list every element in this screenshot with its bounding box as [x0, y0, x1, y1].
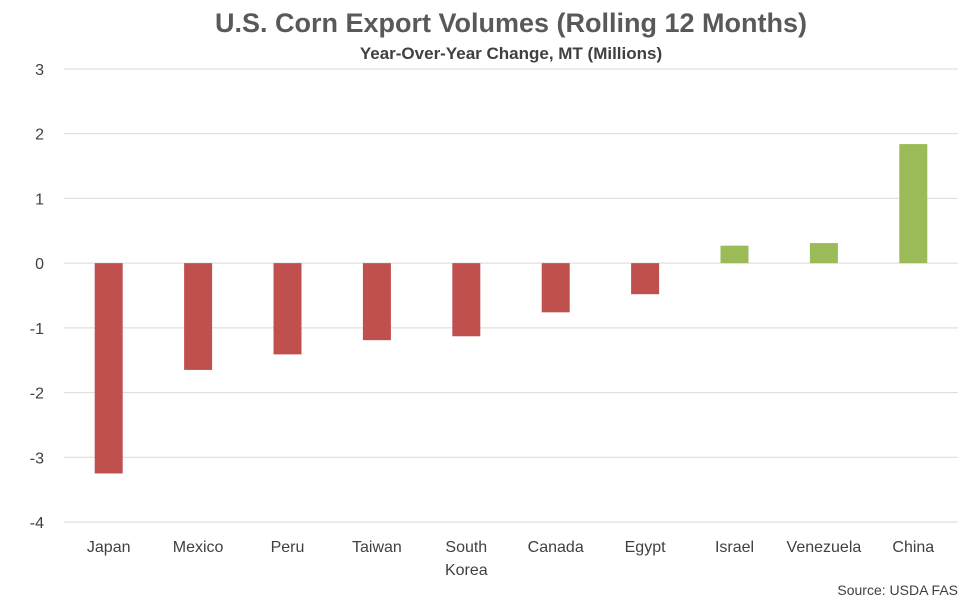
bar-israel: [720, 245, 749, 264]
x-category-label: China: [892, 539, 934, 556]
source-note: Source: USDA FAS: [837, 582, 958, 598]
y-tick-label: -1: [30, 321, 44, 338]
y-tick-label: 1: [35, 191, 44, 208]
chart-title: U.S. Corn Export Volumes (Rolling 12 Mon…: [215, 8, 807, 38]
x-category-label: Venezuela: [787, 539, 862, 556]
x-category-label: Mexico: [173, 539, 224, 556]
y-tick-label: 0: [35, 256, 44, 273]
bar-south-korea: [452, 263, 481, 337]
bar-venezuela: [809, 243, 838, 264]
x-category-label: Egypt: [625, 539, 666, 556]
chart-subtitle: Year-Over-Year Change, MT (Millions): [360, 44, 662, 63]
y-tick-label: 3: [35, 62, 44, 79]
y-tick-label: -3: [30, 450, 44, 467]
bar-china: [899, 144, 928, 264]
y-tick-label: -2: [30, 386, 44, 403]
x-category-label: South Korea: [445, 539, 488, 579]
x-axis-categories: Japan Mexico Peru Taiwan South Korea Canada Egy…: [87, 539, 934, 579]
bars: [94, 144, 928, 474]
bar-canada: [541, 263, 570, 313]
x-category-label: Israel: [715, 539, 754, 556]
gridlines: [64, 68, 958, 523]
x-category-label: Peru: [271, 539, 305, 556]
y-tick-label: 2: [35, 127, 44, 144]
bar-taiwan: [362, 263, 391, 341]
x-category-label: Canada: [528, 539, 584, 556]
x-category-label: Japan: [87, 539, 131, 556]
bar-egypt: [631, 263, 660, 295]
y-tick-label: -4: [30, 515, 44, 532]
bar-japan: [94, 263, 123, 474]
y-axis-ticks: 3 2 1 0 -1 -2 -3 -4: [30, 62, 44, 532]
x-category-label: Taiwan: [352, 539, 402, 556]
bar-mexico: [184, 263, 213, 370]
bar-peru: [273, 263, 302, 355]
